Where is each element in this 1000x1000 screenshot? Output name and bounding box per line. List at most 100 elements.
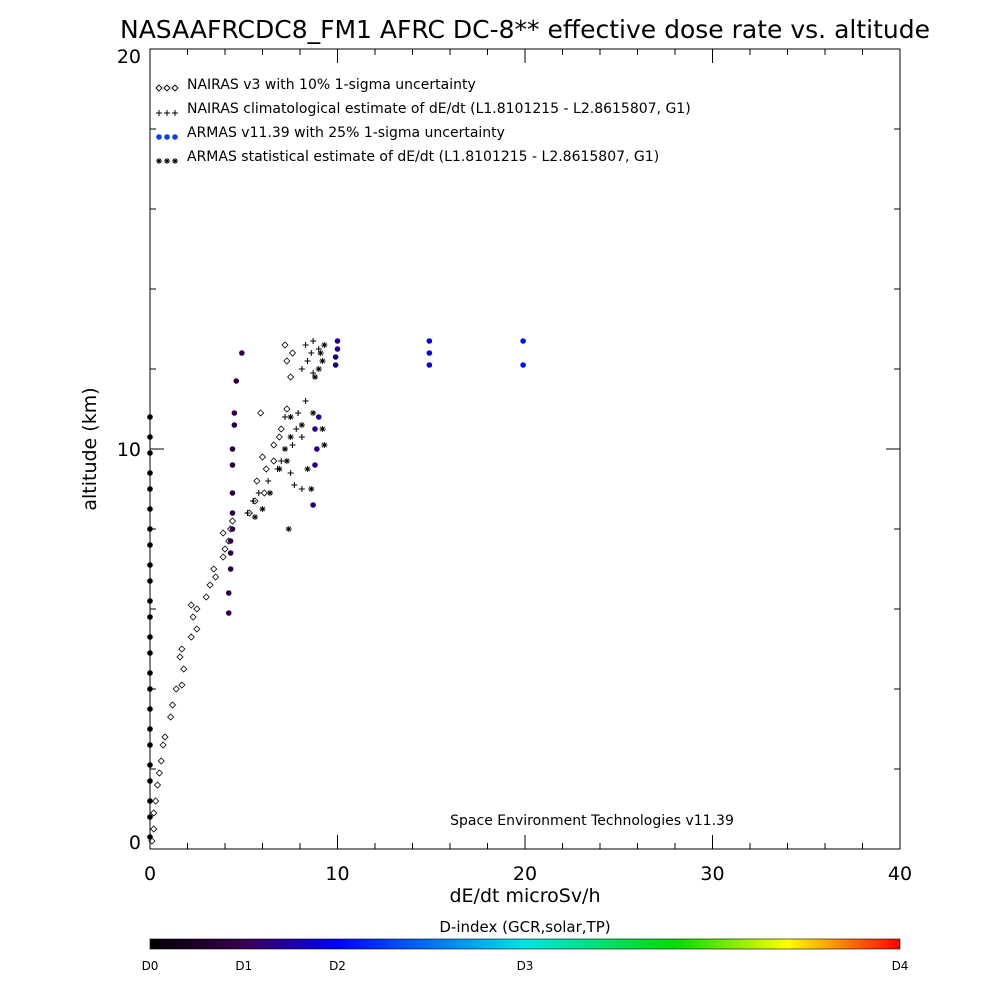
armas-statistical-point <box>259 506 266 512</box>
nairas-climatological-point <box>298 486 305 492</box>
nairas-v3-point <box>281 341 289 349</box>
colorbar-label-d0: D0 <box>142 959 159 973</box>
armas-point <box>520 338 526 344</box>
armas-point <box>227 566 234 572</box>
armas-statistical-point <box>321 342 328 348</box>
colorbar-label-d4: D4 <box>892 959 909 973</box>
nairas-v3-point <box>180 665 188 673</box>
armas-point <box>332 354 339 360</box>
nairas-v3-point <box>287 373 295 381</box>
armas-point <box>334 338 341 344</box>
nairas-v3-point <box>187 633 195 641</box>
nairas-climatological-point <box>293 426 300 432</box>
armas-point <box>147 450 153 456</box>
nairas-climatological-point <box>304 358 311 364</box>
armas-point <box>147 506 153 512</box>
armas-point <box>225 590 232 596</box>
armas-statistical-point <box>304 466 311 472</box>
legend: NAIRAS v3 with 10% 1-sigma uncertainty N… <box>155 77 691 165</box>
nairas-v3-point <box>159 741 167 749</box>
legend-entry-armas-statistical: ARMAS statistical estimate of dE/dt (L1.… <box>187 149 659 165</box>
nairas-v3-point <box>178 681 186 689</box>
colorbar-gradient <box>149 938 901 950</box>
armas-point <box>147 798 153 804</box>
nairas-v3-point <box>258 453 267 461</box>
y-axis-label: altitude (km) <box>79 387 101 510</box>
armas-statistical-point <box>285 526 292 532</box>
legend-marker-armas-statistical <box>156 158 178 164</box>
armas-point <box>312 462 318 468</box>
armas-point <box>147 726 153 732</box>
nairas-v3-point <box>288 349 297 357</box>
armas-point <box>229 490 236 496</box>
nairas-climatological-point <box>302 342 309 348</box>
armas-point <box>147 526 153 532</box>
x-tick-label: 40 <box>888 863 912 885</box>
armas-statistical-point <box>267 490 273 496</box>
armas-point <box>227 550 234 556</box>
armas-statistical-point <box>283 458 290 464</box>
legend-marker-armas <box>156 134 178 140</box>
legend-entry-armas: ARMAS v11.39 with 25% 1-sigma uncertaint… <box>187 125 505 141</box>
armas-point <box>147 706 153 712</box>
nairas-climatological-point <box>287 470 294 476</box>
nairas-v3-point <box>283 357 291 365</box>
armas-point <box>229 526 236 532</box>
armas-point <box>147 414 153 420</box>
nairas-v3-point <box>270 457 278 465</box>
armas-statistical-point <box>319 426 326 432</box>
nairas-climatological-point <box>244 510 251 516</box>
nairas-v3-point <box>219 553 227 561</box>
legend-marker-nairas-climatological <box>156 110 178 116</box>
nairas-v3-point <box>210 565 218 573</box>
nairas-v3-point <box>148 837 156 845</box>
x-tick-label: 0 <box>144 863 156 885</box>
nairas-climatological-point <box>282 414 288 420</box>
x-tick-label: 30 <box>700 863 724 885</box>
armas-point <box>332 362 339 368</box>
y-tick-labels: 0 10 20 <box>117 46 141 854</box>
legend-marker-nairas-v3 <box>155 84 179 92</box>
nairas-v3-point <box>176 653 184 661</box>
legend-entry-nairas-climatological: NAIRAS climatological estimate of dE/dt … <box>187 101 691 117</box>
armas-point <box>147 470 153 476</box>
armas-point <box>426 338 433 344</box>
nairas-climatological-point <box>310 338 317 344</box>
nairas-climatological-point <box>298 366 305 372</box>
colorbar-title: D-index (GCR,solar,TP) <box>439 918 610 936</box>
armas-statistical-point <box>276 466 283 472</box>
armas-point <box>147 486 153 492</box>
nairas-v3-point <box>157 757 165 765</box>
armas-point <box>147 634 153 640</box>
nairas-climatological-point <box>255 490 262 496</box>
y-tick-label: 0 <box>129 832 141 854</box>
nairas-v3-point <box>150 825 158 833</box>
chart-title: NASAAFRCDC8_FM1 AFRC DC-8** effective do… <box>120 15 930 44</box>
armas-point <box>426 350 433 356</box>
nairas-v3-point <box>167 713 175 721</box>
nairas-v3-point <box>206 581 214 589</box>
armas-point <box>239 350 245 356</box>
nairas-climatological-point <box>302 398 309 404</box>
x-tick-label: 20 <box>513 863 537 885</box>
armas-point <box>231 410 238 416</box>
armas-statistical-point <box>310 410 317 416</box>
nairas-v3-point <box>187 601 195 609</box>
nairas-v3-point <box>193 625 201 633</box>
armas-statistical-point <box>287 414 294 420</box>
plot-frame <box>149 48 901 850</box>
armas-point <box>147 742 153 748</box>
armas-point <box>229 462 236 468</box>
y-tick-label: 20 <box>117 46 141 68</box>
armas-point <box>233 378 240 384</box>
nairas-v3-point <box>212 573 220 581</box>
armas-point <box>225 610 232 616</box>
armas-statistical-point <box>282 446 288 452</box>
colorbar-label-d3: D3 <box>517 959 534 973</box>
nairas-v3-point <box>275 433 283 441</box>
nairas-v3-point <box>257 409 265 417</box>
nairas-v3-point <box>161 733 169 741</box>
armas-point <box>334 346 341 352</box>
armas-statistical-point <box>317 350 324 356</box>
axis-ticks <box>149 48 901 850</box>
